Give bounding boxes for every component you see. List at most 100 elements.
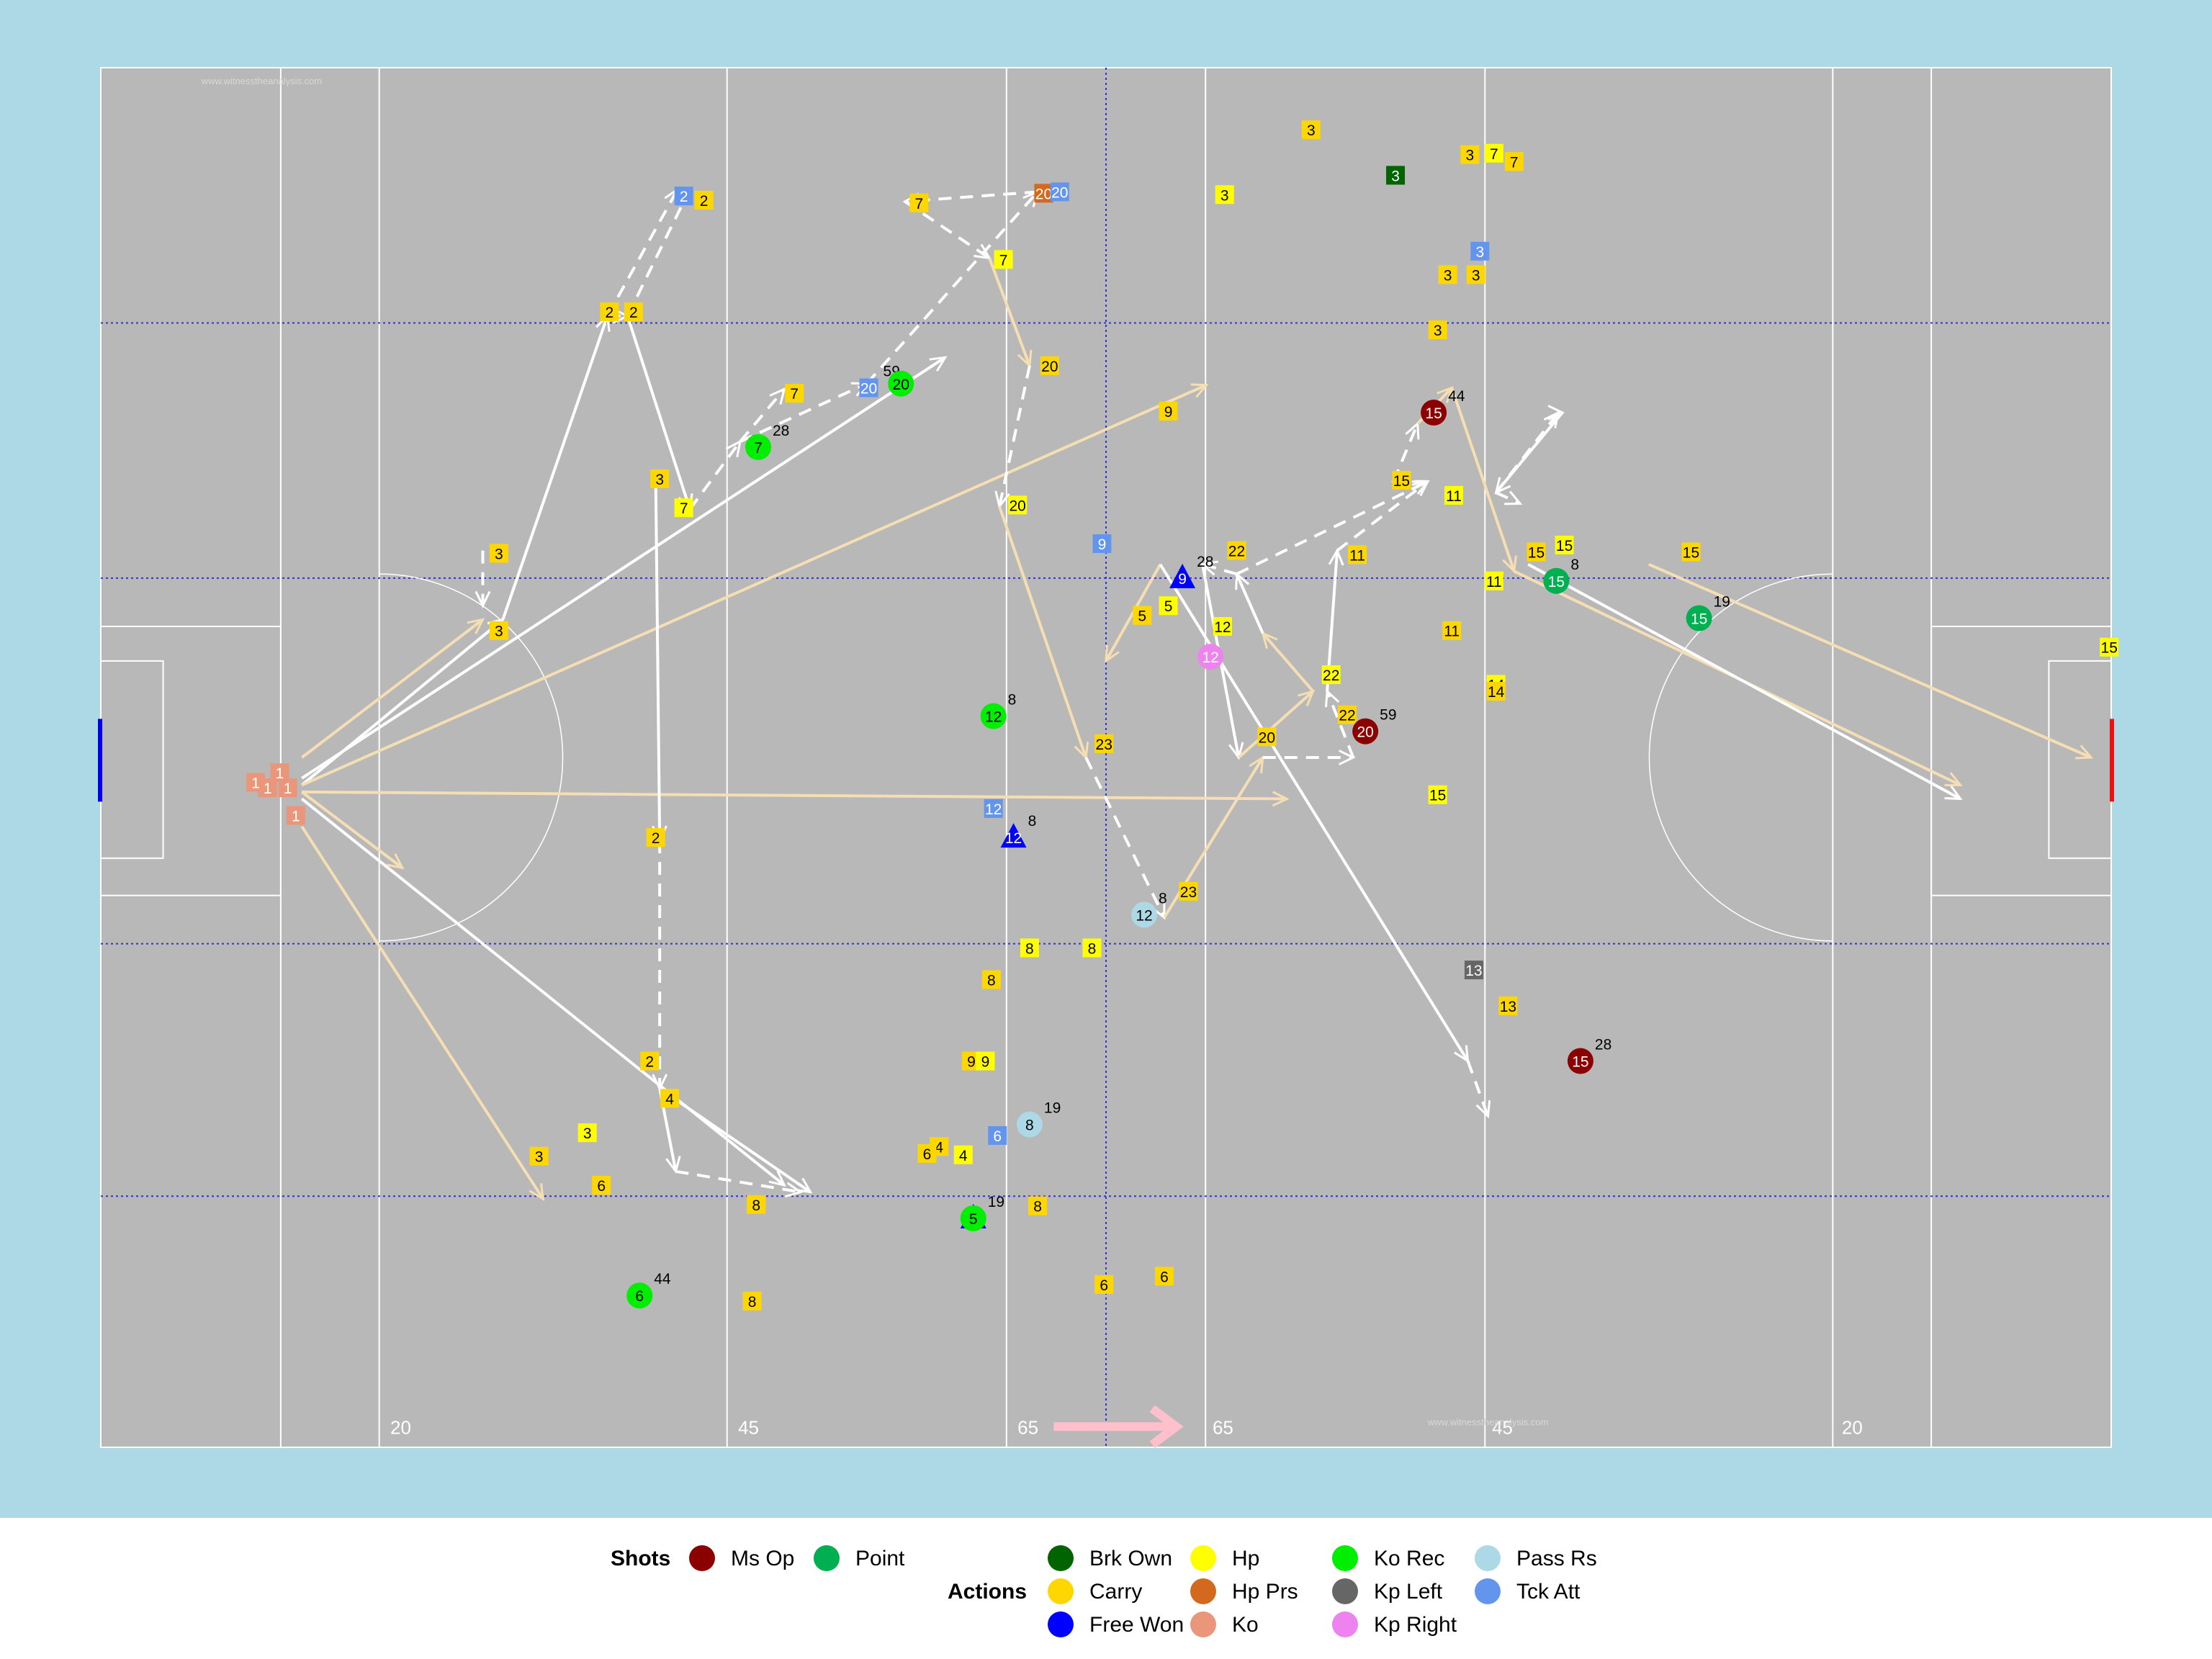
marker-label: 4 [959,1148,968,1164]
action-line [988,257,1031,367]
marker-label: 7 [999,252,1008,269]
legend-shots-title: Shots [611,1547,670,1570]
action-arrowhead [2075,745,2094,760]
marker-circle [1567,1048,1593,1074]
action-marker: 7 [1504,152,1524,171]
marker-label: 3 [1307,122,1316,139]
action-marker: 5 [1159,596,1178,616]
action-marker: 11 [1348,545,1367,565]
marker-circle [1197,644,1224,670]
action-line [1237,690,1314,759]
action-marker: 2 [640,1051,660,1071]
action-arrowhead [1298,689,1316,706]
action-marker: 22 [1338,705,1357,724]
marker-label: 3 [1434,323,1442,339]
marker-label: 1 [284,781,292,797]
marker-square [577,1123,597,1143]
action-marker: 20 [1257,727,1277,747]
marker-label: 8 [1088,940,1097,957]
action-arrowhead [974,243,992,260]
action-marker: 12 8 [1131,890,1167,928]
action-marker: 2 [674,186,693,206]
action-arrowhead [467,618,485,634]
legend-label: Brk Own [1089,1547,1172,1570]
marker-label: 3 [1466,148,1475,164]
marker-label: 3 [1472,267,1480,284]
action-marker: 9 [1159,402,1178,421]
marker-label: 6 [993,1128,1002,1145]
marker-square [1159,402,1178,421]
action-marker: 20 [1008,495,1028,515]
marker-label: 5 [1164,598,1173,615]
marker-square [1133,606,1152,625]
marker-label: 4 [935,1139,943,1156]
action-marker: 11 [1444,485,1464,505]
action-arrowhead [1105,644,1120,663]
action-marker: 20 [1050,182,1069,202]
marker-label: 9 [967,1054,976,1071]
marker-label: 3 [1444,267,1452,284]
marker-square [1179,881,1198,901]
action-marker: 3 [489,544,508,563]
action-marker: 6 [1154,1267,1174,1286]
marker-square [909,193,929,212]
marker-square [988,1125,1007,1145]
left-goal [98,719,102,802]
left-arc [379,573,564,942]
marker-label: 22 [1339,708,1355,724]
marker-circle [1421,400,1447,426]
action-arrowhead [1437,386,1454,403]
marker-sublabel: 8 [1570,557,1579,573]
marker-square [1444,485,1464,505]
action-marker: 8 19 [1016,1100,1061,1138]
action-line [501,315,609,621]
action-marker: 6 [1094,1274,1114,1294]
marker-square [1428,785,1447,804]
marker-square [1527,542,1546,562]
action-line [1084,757,1166,919]
marker-label: 3 [535,1149,544,1166]
legend-swatch [1332,1545,1358,1571]
marker-label: 20 [1041,359,1058,375]
action-line [654,476,662,840]
marker-square [1348,545,1367,565]
action-line [1466,1060,1490,1117]
marker-label: 7 [680,500,688,517]
action-marker: 6 [917,1143,937,1163]
action-arrowhead [768,1170,786,1187]
action-marker: 15 [1681,542,1701,562]
action-arrowhead [794,1177,813,1194]
marker-square [1386,166,1406,185]
marker-square [1257,727,1277,747]
marker-sublabel: 28 [1197,554,1213,570]
action-arrowhead [1338,750,1356,765]
action-line [1495,411,1564,494]
action-marker: 3 [489,621,508,640]
marker-label: 6 [923,1146,932,1163]
legend-label: Ko [1232,1613,1259,1637]
marker-square [674,498,693,518]
marker-label: 6 [597,1178,606,1195]
marker-label: 8 [752,1197,760,1214]
marker-label: 12 [1005,830,1022,847]
marker-square [1392,470,1411,490]
distance-label: 45 [1492,1416,1513,1438]
action-arrowhead [994,490,1010,509]
marker-label: 8 [1025,940,1034,957]
marker-label: 15 [1393,473,1410,490]
marker-square [489,544,508,563]
marker-label: 15 [1548,574,1565,590]
marker-square [1428,320,1447,340]
action-arrowhead [1944,785,1963,801]
legend-actions-title: Actions [948,1580,1027,1604]
marker-label: 7 [1490,146,1498,163]
marker-label: 8 [748,1294,757,1310]
marker-label: 15 [1425,405,1442,422]
watermark: www.witnesstheanalysis.com [1427,1416,1549,1427]
action-line [1450,387,1516,572]
marker-sublabel: 44 [1448,388,1465,405]
action-marker: 23 [1094,734,1114,753]
marker-label: 1 [292,808,300,824]
